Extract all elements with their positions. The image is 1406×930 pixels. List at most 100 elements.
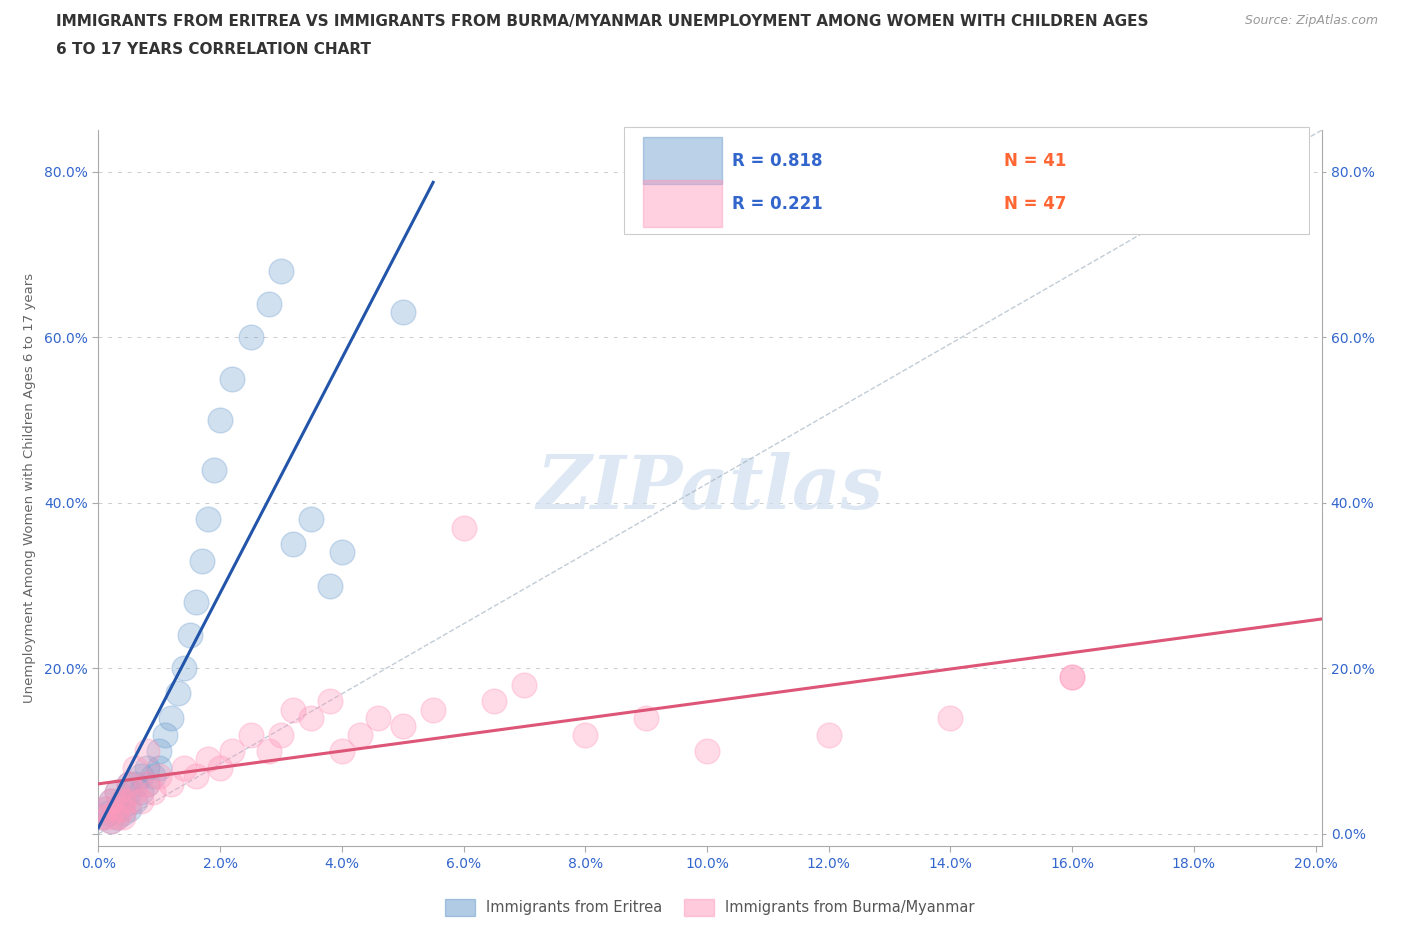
Point xyxy=(129,768,152,783)
Point xyxy=(318,578,340,593)
Point xyxy=(105,785,128,800)
Point xyxy=(257,744,280,759)
Point xyxy=(184,768,207,783)
Point xyxy=(299,711,322,725)
Point xyxy=(105,785,128,800)
FancyBboxPatch shape xyxy=(624,126,1309,234)
Point xyxy=(179,628,201,643)
Point xyxy=(173,661,195,676)
FancyBboxPatch shape xyxy=(643,180,723,227)
Point xyxy=(100,793,122,808)
Point xyxy=(184,594,207,609)
Point xyxy=(239,727,262,742)
Point xyxy=(111,802,134,817)
Point xyxy=(96,805,118,820)
Point xyxy=(118,802,141,817)
Point xyxy=(197,512,219,526)
Point xyxy=(513,677,536,692)
Point xyxy=(100,814,122,829)
Point xyxy=(209,760,232,775)
Text: ZIPatlas: ZIPatlas xyxy=(537,452,883,525)
Point xyxy=(197,752,219,767)
Point xyxy=(142,768,165,783)
Point xyxy=(105,810,128,825)
Point xyxy=(270,263,292,278)
Text: IMMIGRANTS FROM ERITREA VS IMMIGRANTS FROM BURMA/MYANMAR UNEMPLOYMENT AMONG WOME: IMMIGRANTS FROM ERITREA VS IMMIGRANTS FR… xyxy=(56,14,1149,29)
Text: N = 41: N = 41 xyxy=(1004,152,1066,170)
Point xyxy=(202,462,225,477)
Point xyxy=(330,545,353,560)
Point xyxy=(148,744,170,759)
Point xyxy=(257,297,280,312)
Point xyxy=(93,802,115,817)
Point xyxy=(160,711,183,725)
Point xyxy=(155,727,177,742)
Point xyxy=(118,777,141,791)
Point xyxy=(105,802,128,817)
Point xyxy=(939,711,962,725)
Point xyxy=(90,810,112,825)
Y-axis label: Unemployment Among Women with Children Ages 6 to 17 years: Unemployment Among Women with Children A… xyxy=(22,273,35,703)
Point xyxy=(118,777,141,791)
Point xyxy=(136,777,159,791)
Text: N = 47: N = 47 xyxy=(1004,195,1066,213)
Point xyxy=(111,793,134,808)
Point xyxy=(124,777,146,791)
Point xyxy=(118,785,141,800)
Point xyxy=(105,810,128,825)
Point xyxy=(283,702,305,717)
Point xyxy=(283,537,305,551)
Point xyxy=(118,793,141,808)
Point xyxy=(482,694,505,709)
Point xyxy=(349,727,371,742)
Text: Source: ZipAtlas.com: Source: ZipAtlas.com xyxy=(1244,14,1378,27)
Point xyxy=(330,744,353,759)
Point xyxy=(136,744,159,759)
Point xyxy=(142,785,165,800)
Point xyxy=(96,810,118,825)
Point xyxy=(191,553,214,568)
Point xyxy=(136,760,159,775)
Point xyxy=(574,727,596,742)
Point xyxy=(1062,670,1084,684)
Point xyxy=(105,802,128,817)
Point xyxy=(129,785,152,800)
Point xyxy=(636,711,658,725)
Point xyxy=(148,768,170,783)
Text: R = 0.818: R = 0.818 xyxy=(733,152,823,170)
Point xyxy=(111,793,134,808)
Point xyxy=(318,694,340,709)
Point xyxy=(124,793,146,808)
Point xyxy=(173,760,195,775)
Point xyxy=(124,785,146,800)
Point xyxy=(453,520,475,535)
Legend: Immigrants from Eritrea, Immigrants from Burma/Myanmar: Immigrants from Eritrea, Immigrants from… xyxy=(440,893,980,922)
Point xyxy=(111,810,134,825)
Text: R = 0.221: R = 0.221 xyxy=(733,195,823,213)
Point xyxy=(111,805,134,820)
Point xyxy=(148,760,170,775)
Point xyxy=(367,711,389,725)
Point xyxy=(817,727,839,742)
Point xyxy=(209,413,232,428)
Point xyxy=(1062,670,1084,684)
Point xyxy=(221,371,243,386)
Point xyxy=(124,760,146,775)
Point xyxy=(221,744,243,759)
Point xyxy=(422,702,444,717)
Text: 6 TO 17 YEARS CORRELATION CHART: 6 TO 17 YEARS CORRELATION CHART xyxy=(56,42,371,57)
Point xyxy=(696,744,718,759)
Point xyxy=(93,802,115,817)
Point xyxy=(391,305,413,320)
Point xyxy=(270,727,292,742)
Point xyxy=(100,814,122,829)
Point xyxy=(166,685,188,700)
Point xyxy=(391,719,413,734)
Point xyxy=(129,793,152,808)
Point xyxy=(299,512,322,526)
Point xyxy=(160,777,183,791)
Point xyxy=(239,330,262,345)
Point xyxy=(90,810,112,825)
Point xyxy=(100,793,122,808)
FancyBboxPatch shape xyxy=(643,138,723,184)
